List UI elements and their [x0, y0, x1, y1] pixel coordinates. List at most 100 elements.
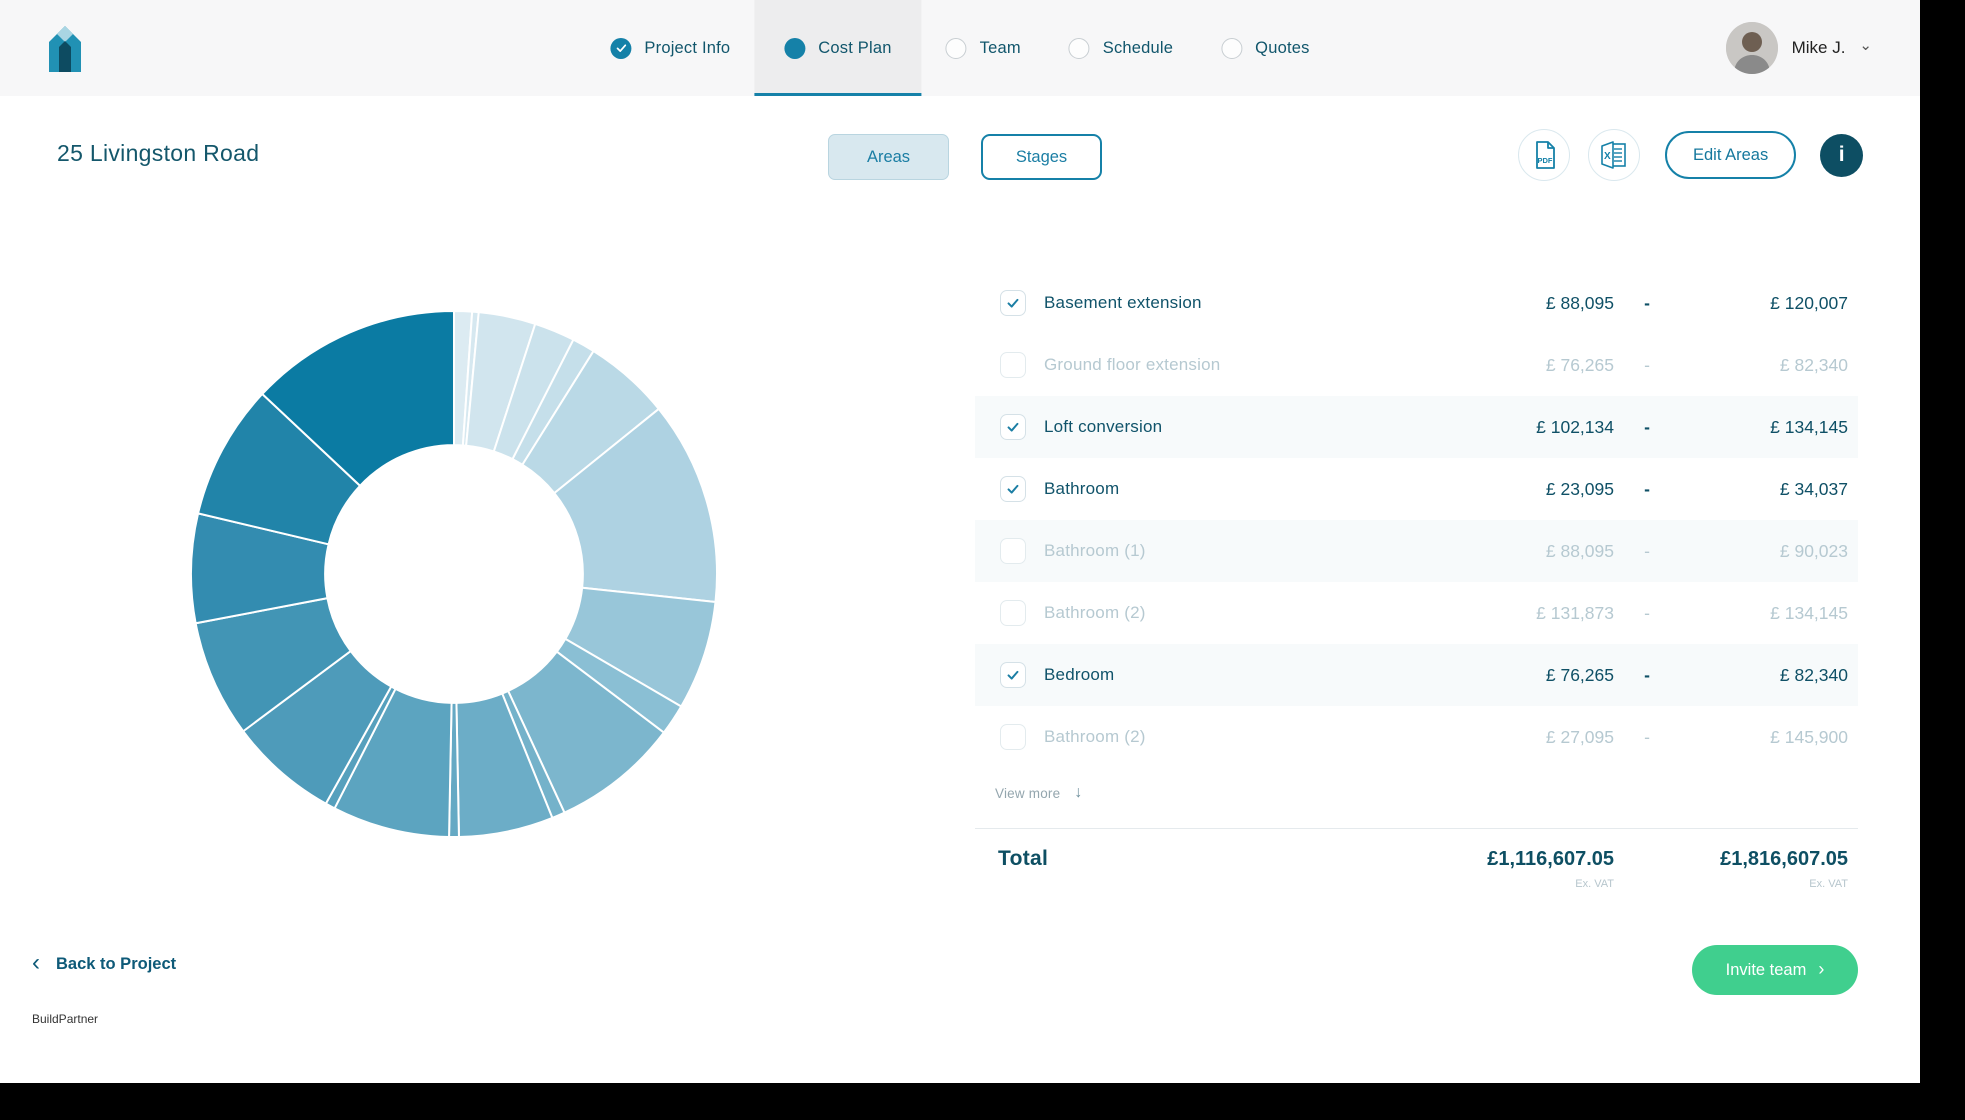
avatar[interactable]: [1725, 22, 1778, 74]
tab-label: Schedule: [1102, 38, 1174, 57]
table-row-loft-conversion-2[interactable]: Loft conversion £ 102,134 - £ 134,145: [975, 396, 1858, 458]
row-low-value: £ 76,265: [1545, 664, 1614, 685]
table-row-basement-extension-0[interactable]: Basement extension £ 88,095 - £ 120,007: [975, 272, 1858, 334]
row-range-dash: -: [1644, 354, 1650, 375]
user-name: Mike J.: [1791, 38, 1846, 57]
pdf-file-icon: PDF: [1536, 141, 1555, 169]
row-high-value: £ 145,900: [1770, 726, 1848, 747]
row-label: Basement extension: [1044, 293, 1202, 312]
svg-text:PDF: PDF: [1538, 156, 1553, 165]
row-label: Bathroom (1): [1044, 541, 1146, 560]
row-high-value: £ 120,007: [1770, 292, 1848, 313]
total-low-value: £1,116,607.05: [1487, 848, 1614, 870]
table-row-bathroom-2-5[interactable]: Bathroom (2) £ 131,873 - £ 134,145: [975, 582, 1858, 644]
tab-label: Team: [979, 38, 1021, 57]
row-range-dash: -: [1644, 540, 1650, 561]
table-row-bathroom-3[interactable]: Bathroom £ 23,095 - £ 34,037: [975, 458, 1858, 520]
table-row-bathroom-1-4[interactable]: Bathroom (1) £ 88,095 - £ 90,023: [975, 520, 1858, 582]
user-menu[interactable]: Mike J. ⌄: [1725, 0, 1872, 96]
row-range-dash: -: [1644, 726, 1650, 747]
donut-segment-19[interactable]: [260, 309, 455, 488]
row-range-dash: -: [1644, 416, 1650, 437]
total-high-value: £1,816,607.05: [1720, 848, 1848, 870]
row-label: Bathroom (2): [1044, 603, 1146, 622]
row-checkbox[interactable]: [1000, 724, 1026, 750]
table-row-ground-floor-extension-1[interactable]: Ground floor extension £ 76,265 - £ 82,340: [975, 334, 1858, 396]
step-circle-icon: [784, 37, 806, 59]
export-pdf-button[interactable]: PDF: [1518, 129, 1570, 181]
row-high-value: £ 134,145: [1770, 416, 1848, 437]
cost-breakdown-donut-chart: [186, 306, 722, 842]
row-range-dash: -: [1644, 478, 1650, 499]
export-excel-button[interactable]: X: [1588, 129, 1640, 181]
head-actions: PDF X Edit Areas i: [1518, 129, 1864, 181]
row-low-value: £ 27,095: [1545, 726, 1614, 747]
row-label: Bathroom: [1044, 479, 1120, 498]
chevron-right-icon: ›: [1818, 958, 1825, 979]
row-label: Loft conversion: [1044, 417, 1163, 436]
row-range-dash: -: [1644, 292, 1650, 313]
row-range-dash: -: [1644, 602, 1650, 623]
areas-cost-table: Basement extension £ 88,095 - £ 120,007 Grou…: [975, 272, 1858, 890]
excel-file-icon: X: [1601, 141, 1626, 169]
tab-label: Quotes: [1255, 38, 1310, 57]
check-circle-icon: [610, 37, 632, 59]
row-high-value: £ 82,340: [1779, 664, 1848, 685]
svg-text:X: X: [1604, 151, 1611, 162]
tab-schedule[interactable]: Schedule: [1045, 0, 1197, 96]
row-checkbox[interactable]: [1000, 352, 1026, 378]
tab-label: Project Info: [644, 38, 731, 57]
invite-team-button[interactable]: Invite team ›: [1692, 945, 1858, 995]
row-label: Ground floor extension: [1044, 355, 1221, 374]
view-toggle-stages[interactable]: Stages: [981, 134, 1102, 180]
tab-cost-plan[interactable]: Cost Plan: [754, 0, 922, 96]
row-label: Bedroom: [1044, 665, 1115, 684]
row-range-dash: -: [1644, 664, 1650, 685]
app-window: Project Info Cost Plan Team Schedule Quotes …: [0, 0, 1920, 1083]
row-checkbox[interactable]: [1000, 414, 1026, 440]
info-button[interactable]: i: [1820, 133, 1864, 177]
view-toggle: Areas Stages: [828, 134, 1102, 180]
view-more-label: View more: [995, 785, 1061, 801]
back-to-project-link[interactable]: ‹ Back to Project: [32, 949, 176, 977]
row-high-value: £ 82,340: [1779, 354, 1848, 375]
edit-areas-button[interactable]: Edit Areas: [1665, 131, 1797, 179]
invite-team-label: Invite team: [1725, 960, 1807, 979]
donut-segment-6[interactable]: [552, 407, 718, 604]
table-row-bedroom-6[interactable]: Bedroom £ 76,265 - £ 82,340: [975, 644, 1858, 706]
row-low-value: £ 76,265: [1545, 354, 1614, 375]
tab-project-info[interactable]: Project Info: [586, 0, 754, 96]
buildpartner-logo-icon[interactable]: [45, 24, 85, 73]
row-high-value: £ 134,145: [1770, 602, 1848, 623]
arrow-down-icon: ↓: [1074, 784, 1083, 801]
chevron-left-icon: ‹: [32, 949, 40, 976]
row-checkbox[interactable]: [1000, 290, 1026, 316]
row-checkbox[interactable]: [1000, 600, 1026, 626]
row-checkbox[interactable]: [1000, 476, 1026, 502]
chevron-down-icon: ⌄: [1859, 37, 1872, 54]
total-label: Total: [998, 847, 1049, 870]
main-nav-tabs: Project Info Cost Plan Team Schedule Quotes: [586, 0, 1333, 96]
total-section: Total £1,116,607.05 £1,816,607.05 Ex. VA…: [975, 828, 1858, 890]
view-toggle-areas[interactable]: Areas: [828, 134, 949, 180]
step-circle-icon: [1221, 37, 1243, 59]
page-title: 25 Livingston Road: [57, 140, 260, 166]
row-high-value: £ 34,037: [1779, 478, 1848, 499]
top-nav-bar: Project Info Cost Plan Team Schedule Quotes …: [0, 0, 1920, 96]
view-more-link[interactable]: View more ↓: [995, 784, 1858, 802]
row-low-value: £ 131,873: [1536, 602, 1614, 623]
row-low-value: £ 23,095: [1545, 478, 1614, 499]
tab-team[interactable]: Team: [922, 0, 1045, 96]
tab-label: Cost Plan: [818, 38, 892, 57]
table-row-bathroom-2-7[interactable]: Bathroom (2) £ 27,095 - £ 145,900: [975, 706, 1858, 768]
step-circle-icon: [945, 37, 967, 59]
step-circle-icon: [1068, 37, 1090, 59]
row-checkbox[interactable]: [1000, 538, 1026, 564]
row-label: Bathroom (2): [1044, 727, 1146, 746]
row-low-value: £ 88,095: [1545, 540, 1614, 561]
tab-quotes[interactable]: Quotes: [1197, 0, 1333, 96]
brand-footer-label: BuildPartner: [32, 1012, 99, 1026]
ex-vat-note: Ex. VAT: [1575, 878, 1614, 890]
row-low-value: £ 102,134: [1536, 416, 1614, 437]
row-checkbox[interactable]: [1000, 662, 1026, 688]
